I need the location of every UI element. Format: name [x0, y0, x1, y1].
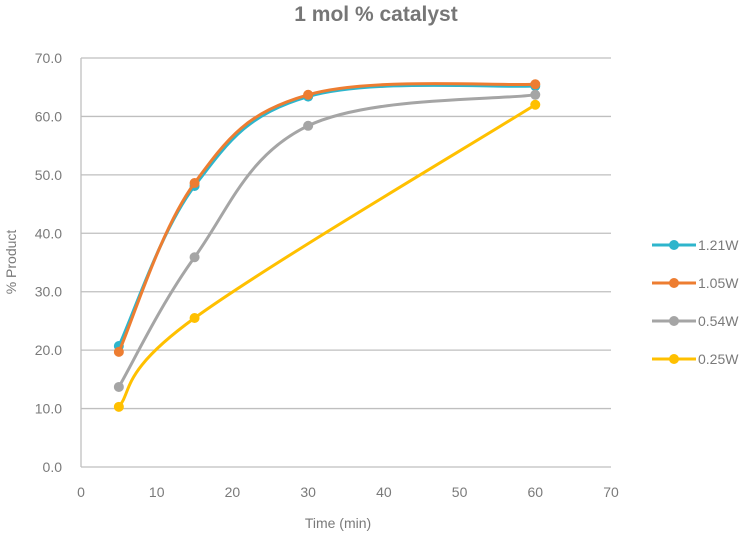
legend-label: 0.54W [698, 313, 739, 329]
data-point-marker [530, 79, 541, 90]
x-tick-label: 30 [300, 484, 316, 500]
x-axis-title: Time (min) [305, 515, 371, 531]
x-tick-label: 70 [603, 484, 619, 500]
legend-label: 1.21W [698, 237, 739, 253]
data-point-marker [113, 401, 124, 412]
series-1.05W [113, 79, 541, 357]
y-tick-label: 40.0 [35, 225, 62, 241]
axes [80, 58, 611, 468]
y-tick-label: 20.0 [35, 342, 62, 358]
legend-marker-icon [669, 354, 679, 364]
x-tick-label: 40 [376, 484, 392, 500]
x-tick-label: 0 [77, 484, 85, 500]
data-point-marker [530, 99, 541, 110]
gridlines [81, 57, 611, 410]
y-tick-label: 30.0 [35, 284, 62, 300]
data-point-marker [189, 252, 200, 263]
data-point-marker [113, 381, 124, 392]
y-tick-label: 0.0 [43, 459, 63, 475]
data-point-marker [530, 89, 541, 100]
legend-item-0.54W: 0.54W [652, 313, 739, 329]
y-tick-label: 50.0 [35, 167, 62, 183]
series-0.25W [113, 99, 541, 412]
legend-marker-icon [669, 278, 679, 288]
y-tick-label: 70.0 [35, 50, 62, 66]
data-point-marker [189, 313, 200, 324]
series-line [117, 103, 537, 409]
data-point-marker [113, 346, 124, 357]
legend: 1.21W 1.05W 0.54W 0.25W [652, 237, 739, 367]
series-line [117, 82, 537, 354]
data-point-marker [303, 120, 314, 131]
y-axis-ticks: 0.0 10.0 20.0 30.0 40.0 50.0 60.0 70.0 [35, 50, 62, 475]
legend-item-1.21W: 1.21W [652, 237, 739, 253]
legend-marker-icon [669, 240, 679, 250]
legend-label: 0.25W [698, 351, 739, 367]
series-line [117, 83, 537, 348]
legend-item-0.25W: 0.25W [652, 351, 739, 367]
x-tick-label: 50 [452, 484, 468, 500]
series-lines [113, 79, 541, 412]
x-axis-ticks: 0 10 20 30 40 50 60 70 [77, 484, 619, 500]
series-1.21W [113, 81, 541, 352]
legend-label: 1.05W [698, 275, 739, 291]
x-tick-label: 20 [225, 484, 241, 500]
y-tick-label: 60.0 [35, 108, 62, 124]
chart-title: 1 mol % catalyst [294, 3, 458, 26]
y-tick-label: 10.0 [35, 401, 62, 417]
data-point-marker [189, 178, 200, 189]
x-tick-label: 10 [149, 484, 165, 500]
series-line [117, 93, 537, 389]
data-point-marker [303, 89, 314, 100]
y-axis-title: % Product [3, 230, 19, 295]
x-tick-label: 60 [527, 484, 543, 500]
legend-item-1.05W: 1.05W [652, 275, 739, 291]
series-0.54W [113, 89, 541, 392]
legend-marker-icon [669, 316, 679, 326]
